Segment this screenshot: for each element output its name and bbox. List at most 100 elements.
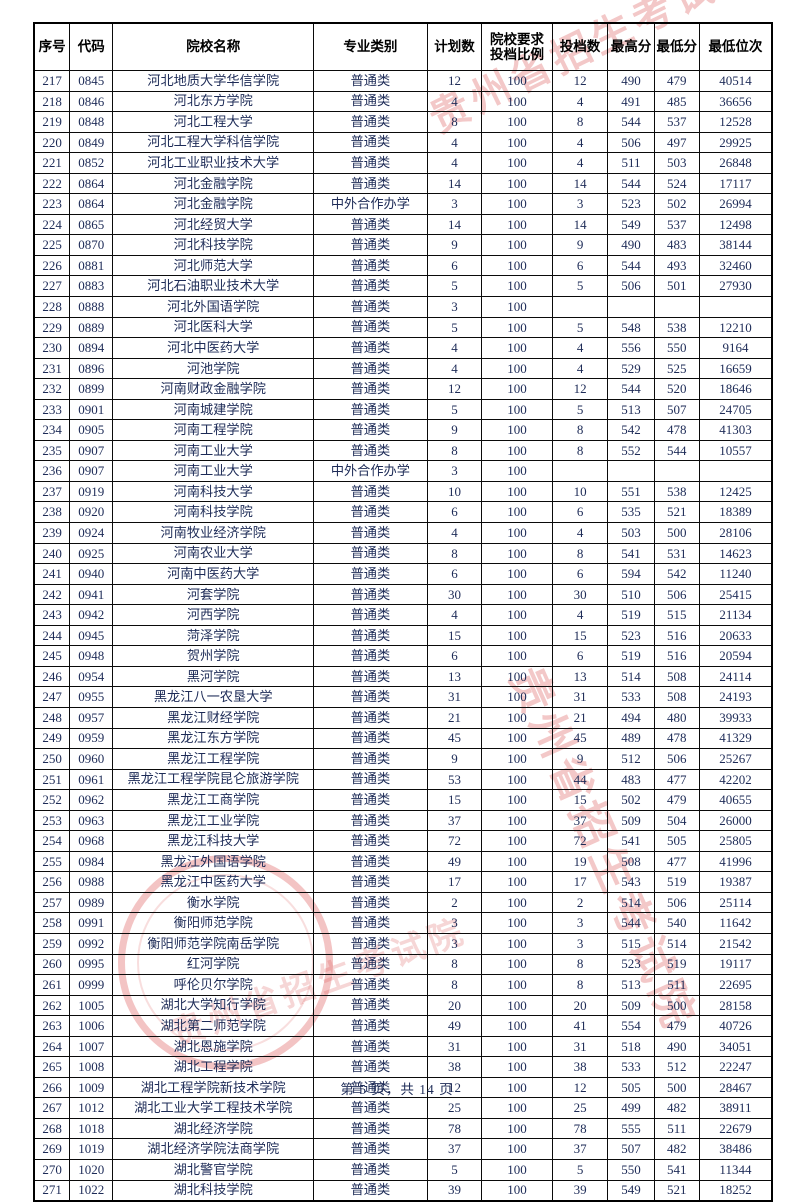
- cell-seq: 263: [33, 1015, 71, 1037]
- column-header-plan: 计划数: [426, 22, 483, 71]
- cell-sent: 4: [551, 152, 609, 174]
- cell-high: 503: [607, 522, 655, 544]
- cell-code: 0849: [69, 131, 114, 154]
- cell-plan: 8: [426, 439, 483, 462]
- cell-name: 河北外国语学院: [112, 296, 315, 318]
- cell-low: 477: [653, 850, 700, 873]
- cell-sent: 5: [551, 275, 609, 298]
- cell-high: 505: [607, 1076, 655, 1099]
- cell-sent: 30: [551, 583, 609, 606]
- cell-high: 507: [607, 1138, 655, 1160]
- table-row: 219 0848 河北工程大学 普通类 8 100 8 544 537 12528: [33, 111, 773, 133]
- cell-rank: 41329: [698, 727, 773, 750]
- cell-sent: 8: [551, 419, 609, 441]
- cell-ratio: 100: [481, 563, 553, 585]
- cell-high: 513: [607, 398, 655, 421]
- cell-high: 544: [607, 912, 655, 934]
- cell-code: 0962: [69, 789, 114, 811]
- cell-name: 湖北经济学院: [112, 1117, 315, 1140]
- cell-rank: 20633: [698, 624, 773, 647]
- cell-code: 0889: [69, 316, 114, 339]
- cell-plan: 4: [426, 522, 483, 544]
- cell-ratio: 100: [481, 357, 553, 380]
- cell-sent: 12: [551, 378, 609, 400]
- cell-low: 544: [653, 439, 700, 462]
- cell-sent: 6: [551, 563, 609, 585]
- cell-code: 0852: [69, 152, 114, 174]
- cell-ratio: 100: [481, 152, 553, 174]
- cell-high: 594: [607, 563, 655, 585]
- cell-name: 湖北经济学院法商学院: [112, 1138, 315, 1160]
- cell-sent: 4: [551, 604, 609, 626]
- cell-ratio: 100: [481, 480, 553, 503]
- cell-seq: 269: [33, 1138, 71, 1160]
- cell-sent: 4: [551, 131, 609, 154]
- cell-low: 500: [653, 522, 700, 544]
- cell-cat: 普通类: [313, 891, 428, 914]
- cell-low: 511: [653, 974, 700, 996]
- cell-plan: 4: [426, 604, 483, 626]
- cell-name: 河北师范大学: [112, 254, 315, 277]
- cell-low: 502: [653, 193, 700, 215]
- cell-high: 509: [607, 809, 655, 832]
- cell-plan: 14: [426, 213, 483, 236]
- cell-code: 1006: [69, 1015, 114, 1037]
- cell-sent: 72: [551, 830, 609, 852]
- cell-high: 549: [607, 1179, 655, 1202]
- cell-cat: 普通类: [313, 768, 428, 791]
- cell-code: 0941: [69, 583, 114, 606]
- cell-high: 533: [607, 686, 655, 708]
- cell-plan: 3: [426, 460, 483, 482]
- table-row: 231 0896 河池学院 普通类 4 100 4 529 525 16659: [33, 357, 773, 380]
- cell-name: 河北经贸大学: [112, 213, 315, 236]
- cell-plan: 3: [426, 932, 483, 955]
- cell-low: 524: [653, 172, 700, 195]
- cell-seq: 222: [33, 172, 71, 195]
- cell-rank: 14623: [698, 542, 773, 565]
- cell-sent: 5: [551, 1158, 609, 1181]
- cell-high: 551: [607, 480, 655, 503]
- table-row: 268 1018 湖北经济学院 普通类 78 100 78 555 511 22679: [33, 1117, 773, 1140]
- table-row: 220 0849 河北工程大学科信学院 普通类 4 100 4 506 497 29925: [33, 131, 773, 154]
- cell-seq: 256: [33, 871, 71, 893]
- table-row: 238 0920 河南科技学院 普通类 6 100 6 535 521 18389: [33, 501, 773, 524]
- cell-high: 515: [607, 932, 655, 955]
- cell-seq: 229: [33, 316, 71, 339]
- table-row: 223 0864 河北金融学院 中外合作办学 3 100 3 523 502 26994: [33, 193, 773, 215]
- cell-high: 552: [607, 439, 655, 462]
- cell-name: 湖北工业大学工程技术学院: [112, 1097, 315, 1119]
- cell-ratio: 100: [481, 193, 553, 215]
- cell-rank: 40514: [698, 70, 773, 92]
- cell-high: 514: [607, 891, 655, 914]
- cell-low: 520: [653, 378, 700, 400]
- column-header-line: 最低分: [656, 39, 698, 55]
- cell-code: 0894: [69, 337, 114, 359]
- cell-rank: 42202: [698, 768, 773, 791]
- cell-low: 519: [653, 871, 700, 893]
- cell-plan: 5: [426, 398, 483, 421]
- cell-seq: 234: [33, 419, 71, 441]
- cell-code: 0864: [69, 193, 114, 215]
- table-header-row: 序号 代码 院校名称 专业类别 计划数 院校要求 投档比例 投档数 最高分 最低分 最低位次: [33, 22, 773, 71]
- cell-name: 河北工业职业技术大学: [112, 152, 315, 174]
- cell-plan: 3: [426, 296, 483, 318]
- cell-ratio: 100: [481, 439, 553, 462]
- cell-seq: 255: [33, 850, 71, 873]
- cell-sent: 19: [551, 850, 609, 873]
- column-header-line: 序号: [38, 39, 66, 55]
- cell-rank: [698, 460, 773, 482]
- cell-cat: 普通类: [313, 1138, 428, 1160]
- cell-name: 黑龙江东方学院: [112, 727, 315, 750]
- cell-rank: 19387: [698, 871, 773, 893]
- cell-plan: 39: [426, 1179, 483, 1202]
- cell-code: 0961: [69, 768, 114, 791]
- table-row: 265 1008 湖北工程学院 普通类 38 100 38 533 512 22247: [33, 1056, 773, 1078]
- cell-rank: 36656: [698, 90, 773, 113]
- cell-high: 544: [607, 378, 655, 400]
- table-row: 236 0907 河南工业大学 中外合作办学 3 100: [33, 460, 773, 482]
- cell-rank: 18389: [698, 501, 773, 524]
- cell-low: 537: [653, 213, 700, 236]
- column-header-line: 投档数: [559, 39, 601, 55]
- cell-seq: 251: [33, 768, 71, 791]
- cell-code: 0864: [69, 172, 114, 195]
